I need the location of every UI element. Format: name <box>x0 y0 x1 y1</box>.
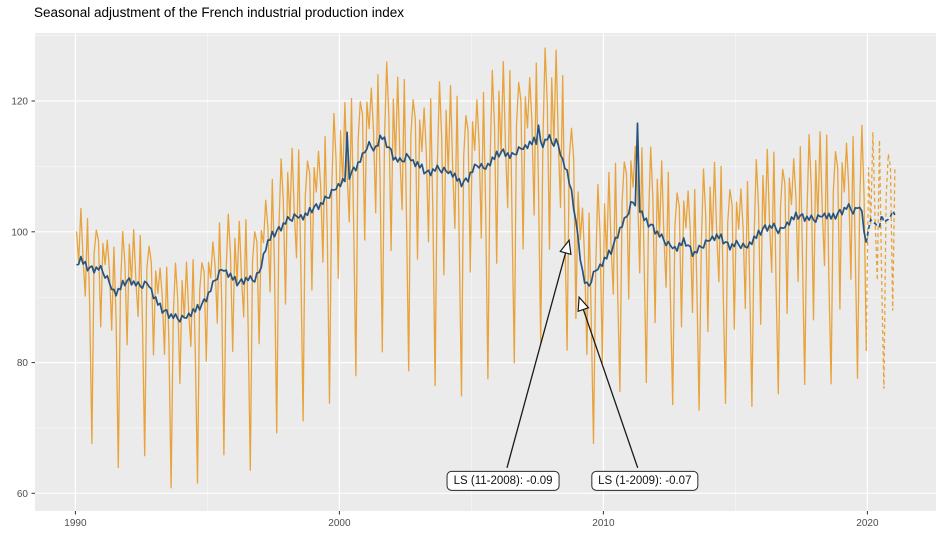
y-axis-tick-label: 80 <box>17 358 29 369</box>
annotation-arrowhead <box>559 238 572 256</box>
adjusted-series-forecast-path <box>865 209 896 243</box>
raw-series-forecast-path <box>865 132 896 389</box>
annotation-arrow-line <box>581 304 639 469</box>
y-axis-tick-label: 120 <box>11 97 28 108</box>
annotation-arrowhead <box>577 295 590 313</box>
y-axis-tick-label: 60 <box>17 489 29 500</box>
chart-title: Seasonal adjustment of the French indust… <box>34 5 404 20</box>
annotation-ls-1-2009: LS (1-2009): -0.07 <box>591 470 699 492</box>
raw-series-path <box>75 47 867 489</box>
y-axis-tick-label: 100 <box>11 227 28 238</box>
annotation-ls-11-2008: LS (11-2008): -0.09 <box>446 470 560 492</box>
annotation-arrow-line <box>506 247 568 468</box>
x-axis-tick-label: 2020 <box>856 518 879 529</box>
x-axis-tick-label: 1990 <box>64 518 87 529</box>
x-axis-tick-label: 2000 <box>328 518 351 529</box>
x-axis-tick-label: 2010 <box>592 518 615 529</box>
adjusted-series-path <box>76 122 868 323</box>
